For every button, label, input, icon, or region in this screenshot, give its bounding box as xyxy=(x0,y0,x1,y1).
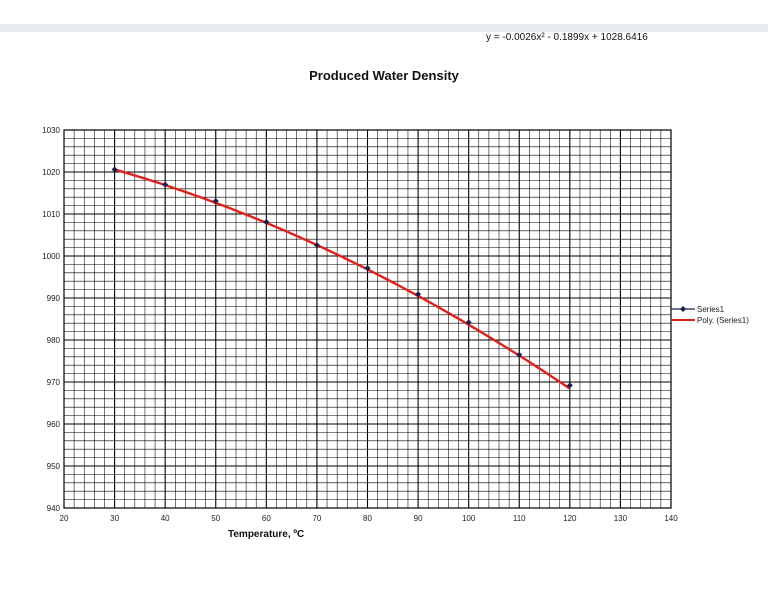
top-bar xyxy=(0,24,768,32)
y-tick-label: 1020 xyxy=(42,168,60,177)
x-tick-label: 140 xyxy=(664,514,678,523)
series-points xyxy=(111,166,573,389)
x-tick-label: 110 xyxy=(513,514,526,523)
x-axis-label: Temperature, ºC xyxy=(228,529,305,540)
x-tick-label: 130 xyxy=(614,514,628,523)
data-point xyxy=(212,197,219,204)
data-point xyxy=(263,218,270,225)
y-tick-label: 940 xyxy=(47,504,61,513)
y-tick-label: 960 xyxy=(47,420,61,429)
x-axis-ticks: 20 30 40 50 60 70 80 90 100 110 120 130 140 xyxy=(60,514,679,523)
x-tick-label: 90 xyxy=(414,514,423,523)
y-tick-label: 1010 xyxy=(42,210,60,219)
data-point xyxy=(162,181,169,188)
y-axis-ticks: 940 950 960 970 980 990 1000 1010 1020 1030 xyxy=(42,126,60,513)
y-tick-label: 990 xyxy=(47,294,61,303)
x-tick-label: 50 xyxy=(211,514,220,523)
legend-series1-marker xyxy=(680,306,686,312)
data-point xyxy=(516,351,523,358)
y-tick-label: 980 xyxy=(47,336,61,345)
data-point xyxy=(313,242,320,249)
data-point xyxy=(111,166,118,173)
x-tick-label: 30 xyxy=(110,514,119,523)
chart-grid xyxy=(63,129,672,509)
x-tick-label: 60 xyxy=(262,514,271,523)
y-tick-label: 950 xyxy=(47,462,61,471)
x-tick-label: 120 xyxy=(563,514,577,523)
chart-title: Produced Water Density xyxy=(309,68,459,83)
y-tick-label: 970 xyxy=(47,378,61,387)
trendline-equation: y = -0.0026x² - 0.1899x + 1028.6416 xyxy=(486,32,648,43)
data-point xyxy=(566,382,573,389)
trendline-layer xyxy=(114,168,571,390)
x-tick-label: 100 xyxy=(462,514,476,523)
legend-trendline-label: Poly. (Series1) xyxy=(697,316,749,325)
x-tick-label: 80 xyxy=(363,514,372,523)
y-tick-label: 1000 xyxy=(42,252,60,261)
data-point xyxy=(415,291,422,298)
data-point xyxy=(364,265,371,272)
x-tick-label: 20 xyxy=(60,514,69,523)
x-tick-label: 70 xyxy=(312,514,321,523)
trendline-path xyxy=(114,168,571,390)
y-tick-label: 1030 xyxy=(42,126,60,135)
legend-series1-label: Series1 xyxy=(697,305,725,314)
data-point xyxy=(465,319,472,326)
x-tick-label: 40 xyxy=(161,514,170,523)
chart-legend: Series1 Poly. (Series1) xyxy=(671,305,749,325)
